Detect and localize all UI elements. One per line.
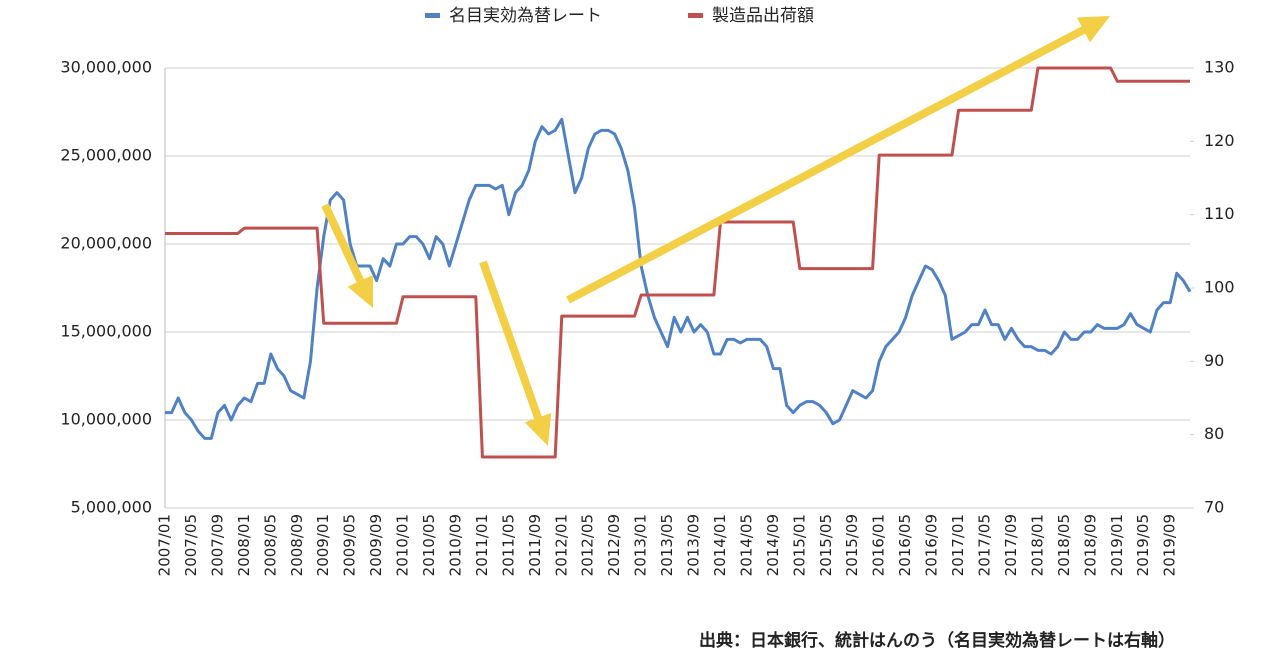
- x-tick-label: 2008/01: [235, 514, 253, 576]
- x-tick-label: 2010/01: [394, 514, 412, 576]
- line-series: [165, 66, 1190, 459]
- x-tick-label: 2017/05: [976, 514, 994, 576]
- x-tick-label: 2017/09: [1002, 514, 1020, 576]
- x-tick-label: 2014/01: [711, 514, 729, 576]
- x-tick-label: 2017/01: [949, 514, 967, 576]
- y2-tick-label: 110: [1204, 204, 1235, 223]
- legend-swatch: [688, 13, 703, 18]
- x-tick-label: 2013/01: [632, 514, 650, 576]
- x-tick-label: 2012/01: [552, 514, 570, 576]
- x-tick-label: 2013/09: [685, 514, 703, 576]
- y2-tick-label: 100: [1204, 278, 1235, 297]
- x-tick-label: 2019/01: [1108, 514, 1126, 576]
- x-tick-label: 2010/09: [446, 514, 464, 576]
- y2-tick-label: 70: [1204, 498, 1224, 517]
- y2-tick-label: 80: [1204, 424, 1224, 443]
- x-tick-label: 2009/01: [314, 514, 332, 576]
- x-tick-label: 2011/01: [473, 514, 491, 576]
- line-series: [165, 117, 1192, 440]
- x-tick-label: 2014/05: [737, 514, 755, 576]
- x-tick-label: 2009/09: [367, 514, 385, 576]
- y2-tick-label: 90: [1204, 351, 1224, 370]
- x-tick-label: 2018/01: [1028, 514, 1046, 576]
- x-tick-label: 2010/05: [420, 514, 438, 576]
- legend-label: 名目実効為替レート: [449, 6, 602, 26]
- x-tick-label: 2007/05: [182, 514, 200, 576]
- x-tick-label: 2015/05: [817, 514, 835, 576]
- x-tick-label: 2009/05: [341, 514, 359, 576]
- legend-swatch: [425, 13, 440, 18]
- y2-tick-label: 130: [1204, 58, 1235, 77]
- x-tick-label: 2011/05: [499, 514, 517, 576]
- x-tick-label: 2015/01: [790, 514, 808, 576]
- x-tick-label: 2014/09: [764, 514, 782, 576]
- source-note: 出典：日本銀行、統計はんのう（名目実効為替レートは右軸）: [699, 630, 1175, 651]
- x-tick-label: 2018/09: [1081, 514, 1099, 576]
- x-tick-label: 2016/01: [870, 514, 888, 576]
- x-tick-label: 2019/09: [1161, 514, 1179, 576]
- legend-label: 製造品出荷額: [712, 6, 814, 26]
- x-tick-label: 2007/09: [208, 514, 226, 576]
- x-tick-label: 2012/09: [605, 514, 623, 576]
- x-tick-label: 2008/05: [261, 514, 279, 576]
- annotation-arrow: [566, 16, 1110, 304]
- x-tick-label: 2019/05: [1134, 514, 1152, 576]
- y-tick-label: 30,000,000: [60, 58, 152, 77]
- y-tick-label: 10,000,000: [60, 410, 152, 429]
- x-tick-label: 2013/05: [658, 514, 676, 576]
- x-tick-label: 2011/09: [526, 514, 544, 576]
- y-tick-label: 15,000,000: [60, 322, 152, 341]
- annotation-arrow: [479, 260, 552, 446]
- y-tick-label: 20,000,000: [60, 234, 152, 253]
- x-tick-label: 2016/09: [923, 514, 941, 576]
- x-tick-label: 2016/05: [896, 514, 914, 576]
- y-tick-label: 25,000,000: [60, 146, 152, 165]
- y2-tick-label: 120: [1204, 131, 1235, 150]
- y-tick-label: 5,000,000: [71, 498, 152, 517]
- x-tick-label: 2007/01: [156, 514, 174, 576]
- x-tick-label: 2012/05: [579, 514, 597, 576]
- x-tick-label: 2018/05: [1055, 514, 1073, 576]
- x-tick-label: 2015/09: [843, 514, 861, 576]
- x-tick-label: 2008/09: [288, 514, 306, 576]
- annotation-arrow: [321, 203, 374, 308]
